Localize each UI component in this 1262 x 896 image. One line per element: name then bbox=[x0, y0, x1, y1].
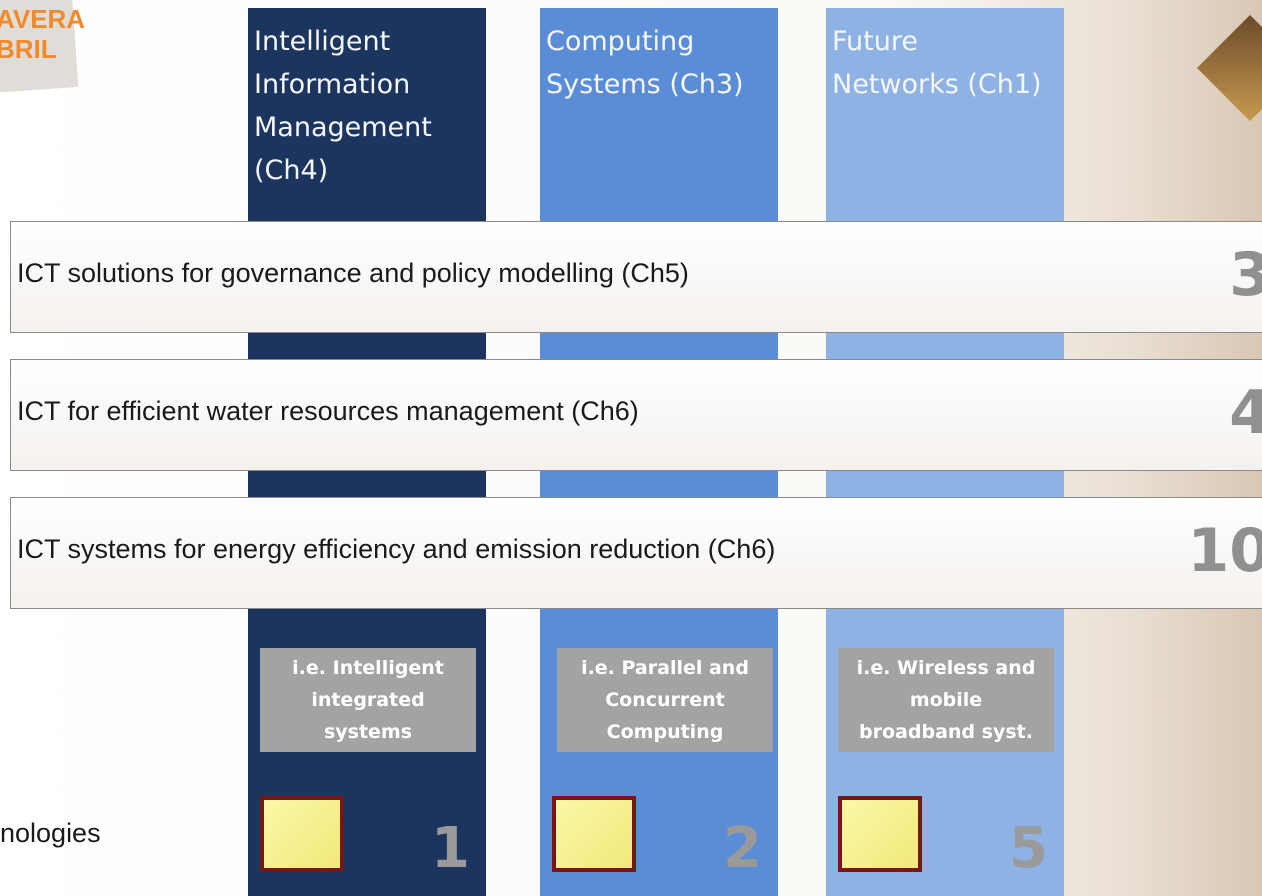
row-label: ICT solutions for governance and policy … bbox=[17, 258, 689, 288]
sticky-note bbox=[260, 796, 344, 872]
example-line: i.e. Intelligent bbox=[292, 657, 444, 679]
title-line: Intelligent bbox=[254, 26, 391, 57]
note-paper bbox=[264, 800, 340, 868]
example-box: i.e. Intelligent integrated systems bbox=[260, 648, 476, 752]
row-number: 3 bbox=[1229, 240, 1262, 310]
title-line: Management bbox=[254, 112, 432, 143]
column-title: Computing Systems (Ch3) bbox=[546, 20, 744, 106]
example-box: i.e. Wireless and mobile broadband syst. bbox=[838, 648, 1054, 752]
column-number: 5 bbox=[1009, 816, 1048, 881]
note-paper bbox=[842, 800, 918, 868]
row-number: 10 bbox=[1187, 516, 1262, 586]
title-line: Information bbox=[254, 69, 411, 100]
logo-line: AVERA bbox=[0, 4, 86, 34]
logo-line: BRIL bbox=[0, 34, 57, 64]
note-paper bbox=[556, 800, 632, 868]
row-label: ICT for efficient water resources manage… bbox=[17, 396, 639, 426]
column-title: Future Networks (Ch1) bbox=[832, 20, 1042, 106]
example-line: systems bbox=[323, 721, 413, 743]
row-label: ICT systems for energy efficiency and em… bbox=[17, 534, 776, 564]
column-title: Intelligent Information Management (Ch4) bbox=[254, 20, 432, 192]
sticky-note bbox=[838, 796, 922, 872]
example-box: i.e. Parallel and Concurrent Computing bbox=[557, 648, 773, 752]
example-line: Concurrent bbox=[605, 689, 725, 711]
logo: AVERA BRIL bbox=[0, 4, 85, 64]
example-line: broadband syst. bbox=[859, 721, 1033, 743]
example-line: i.e. Wireless and bbox=[856, 657, 1036, 679]
sticky-note bbox=[552, 796, 636, 872]
example-line: mobile bbox=[909, 689, 983, 711]
row-band: ICT systems for energy efficiency and em… bbox=[10, 497, 1262, 609]
example-line: integrated bbox=[311, 689, 425, 711]
row-band: ICT for efficient water resources manage… bbox=[10, 359, 1262, 471]
title-line: Future bbox=[832, 26, 918, 57]
footer-text: nologies bbox=[0, 818, 101, 848]
title-line: Systems (Ch3) bbox=[546, 69, 744, 100]
photo-diamond bbox=[1196, 15, 1262, 122]
example-line: Computing bbox=[606, 721, 724, 743]
example-line: i.e. Parallel and bbox=[581, 657, 749, 679]
title-line: Networks (Ch1) bbox=[832, 69, 1042, 100]
title-line: Computing bbox=[546, 26, 695, 57]
row-band: ICT solutions for governance and policy … bbox=[10, 221, 1262, 333]
row-number: 4 bbox=[1229, 378, 1262, 448]
column-number: 2 bbox=[723, 816, 762, 881]
column-number: 1 bbox=[431, 816, 470, 881]
title-line: (Ch4) bbox=[254, 155, 329, 186]
